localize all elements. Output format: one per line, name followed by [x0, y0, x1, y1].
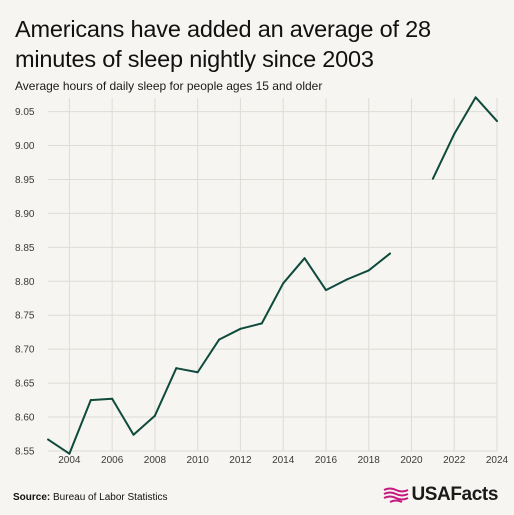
y-tick-label: 9.05 — [15, 107, 35, 118]
grid-lines — [48, 98, 498, 452]
x-tick-label: 2024 — [486, 455, 509, 466]
data-point — [389, 252, 392, 255]
y-tick-label: 9.00 — [15, 141, 35, 152]
y-tick-label: 8.70 — [15, 345, 35, 356]
data-point — [346, 278, 349, 281]
data-point — [324, 289, 327, 292]
x-tick-label: 2014 — [272, 455, 295, 466]
data-point — [89, 399, 92, 402]
brand-name: USAFacts — [411, 484, 498, 505]
x-tick-label: 2012 — [229, 455, 252, 466]
data-point — [303, 257, 306, 260]
data-point — [68, 452, 71, 455]
y-tick-label: 8.85 — [15, 243, 35, 254]
data-point — [218, 338, 221, 341]
y-tick-label: 8.65 — [15, 379, 35, 390]
x-tick-label: 2006 — [101, 455, 124, 466]
y-tick-label: 8.90 — [15, 209, 35, 220]
chart-title: Americans have added an average of 28 mi… — [15, 16, 431, 72]
x-tick-label: 2008 — [144, 455, 167, 466]
y-tick-label: 8.60 — [15, 413, 35, 424]
x-tick-label: 2022 — [443, 455, 466, 466]
y-tick-label: 8.55 — [15, 447, 35, 458]
x-tick-label: 2010 — [187, 455, 210, 466]
source-label: Source: — [13, 492, 51, 503]
data-point — [367, 269, 370, 272]
data-point — [196, 371, 199, 374]
data-point — [496, 120, 498, 123]
data-point — [282, 282, 285, 285]
usafacts-logo: USAFacts — [383, 484, 498, 506]
series-lines — [47, 96, 498, 455]
x-tick-label: 2016 — [315, 455, 338, 466]
data-point — [132, 433, 135, 436]
y-tick-label: 8.95 — [15, 175, 35, 186]
data-point — [175, 367, 178, 370]
x-axis-ticks: 2004 2006 2008 2010 2012 2014 2016 2018 2020 2022… — [58, 455, 508, 466]
y-tick-label: 8.80 — [15, 277, 35, 288]
data-point — [111, 397, 114, 400]
x-tick-label: 2018 — [358, 455, 381, 466]
chart-subtitle: Average hours of daily sleep for people … — [15, 79, 323, 93]
data-point — [153, 414, 156, 417]
flag-icon — [383, 487, 409, 503]
y-axis-ticks: 8.55 8.60 8.65 8.70 8.75 8.80 8.85 8.90 8.95 9.00… — [15, 107, 35, 457]
x-tick-label: 2020 — [400, 455, 423, 466]
series-line — [47, 252, 391, 455]
data-point — [431, 177, 434, 180]
data-point — [260, 322, 263, 325]
data-point — [239, 327, 242, 330]
source-note: Source: Bureau of Labor Statistics — [13, 492, 168, 503]
x-tick-label: 2004 — [58, 455, 81, 466]
source-text: Bureau of Labor Statistics — [53, 492, 168, 503]
series-line — [431, 96, 498, 180]
data-point — [47, 438, 49, 441]
data-point — [474, 96, 477, 99]
y-tick-label: 8.75 — [15, 311, 35, 322]
data-point — [453, 132, 456, 135]
